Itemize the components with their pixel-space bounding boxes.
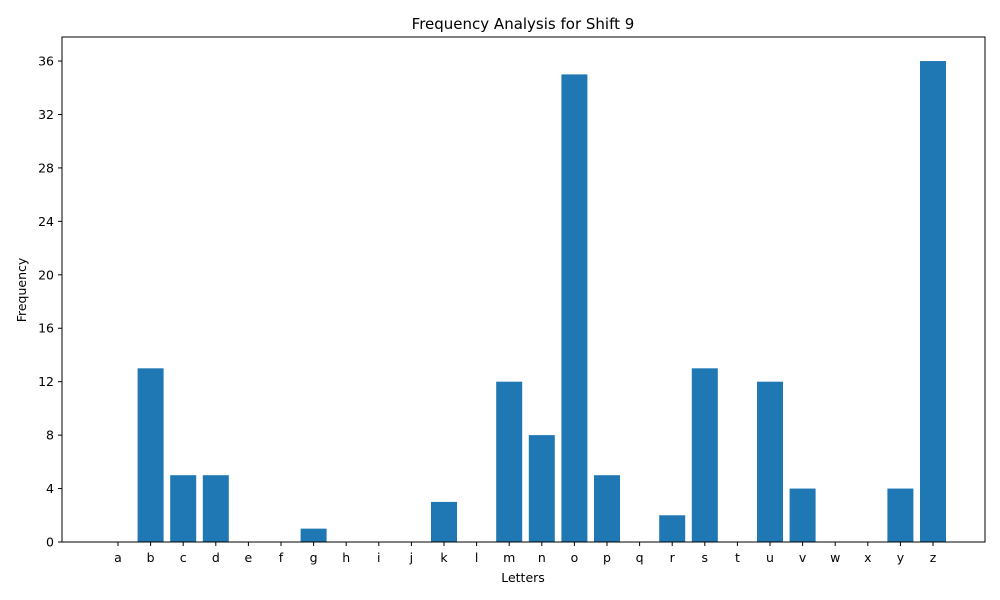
y-tick-label-32: 32 <box>38 107 54 122</box>
x-tick-label-d: d <box>212 550 220 565</box>
x-tick-label-l: l <box>475 550 478 565</box>
x-tick-label-h: h <box>342 550 350 565</box>
y-axis-label: Frequency <box>14 257 29 322</box>
bar-g <box>300 528 327 542</box>
y-tick-label-24: 24 <box>38 214 54 229</box>
bar-r <box>659 515 686 542</box>
y-tick-label-0: 0 <box>46 535 54 550</box>
x-axis-label: Letters <box>501 570 545 585</box>
bar-o <box>561 74 588 542</box>
x-tick-label-g: g <box>310 550 318 565</box>
bar-k <box>431 501 457 542</box>
x-tick-label-v: v <box>799 550 807 565</box>
y-tick-label-12: 12 <box>38 374 54 389</box>
x-tick-label-a: a <box>114 550 122 565</box>
x-tick-label-s: s <box>702 550 709 565</box>
x-axis-ticks: a b c d e f g h i j k l m n o p q r s t u v w x y z <box>114 542 937 565</box>
y-tick-label-16: 16 <box>38 321 54 336</box>
x-tick-label-k: k <box>440 550 448 565</box>
bar-u <box>757 381 783 542</box>
x-tick-label-f: f <box>279 550 284 565</box>
y-axis-ticks: 0 4 8 12 16 20 24 28 32 36 <box>38 54 62 550</box>
bar-b <box>137 368 164 542</box>
bar-v <box>789 488 816 542</box>
x-tick-label-j: j <box>409 550 413 565</box>
y-tick-label-20: 20 <box>38 267 54 282</box>
plot-frame <box>61 36 986 543</box>
x-tick-label-z: z <box>930 550 937 565</box>
x-tick-label-p: p <box>603 550 611 565</box>
bar-d <box>202 475 229 542</box>
bar-m <box>496 381 523 542</box>
x-tick-label-n: n <box>538 550 546 565</box>
bar-z <box>920 61 946 543</box>
x-tick-label-c: c <box>180 550 187 565</box>
y-tick-label-28: 28 <box>38 160 54 175</box>
bar-s <box>691 368 718 542</box>
x-tick-label-b: b <box>147 550 155 565</box>
bar-n <box>528 435 555 542</box>
y-tick-label-8: 8 <box>46 428 54 443</box>
bar-y <box>887 488 914 542</box>
x-tick-label-u: u <box>766 550 774 565</box>
x-tick-label-t: t <box>735 550 740 565</box>
x-tick-label-e: e <box>245 550 253 565</box>
y-tick-label-36: 36 <box>38 54 54 69</box>
x-tick-label-o: o <box>571 550 579 565</box>
chart-title: Frequency Analysis for Shift 9 <box>412 15 635 33</box>
y-tick-label-4: 4 <box>46 481 54 496</box>
bar-p <box>594 475 620 542</box>
x-tick-label-r: r <box>670 550 676 565</box>
x-tick-label-i: i <box>377 550 380 565</box>
x-tick-label-q: q <box>636 550 644 565</box>
x-tick-label-m: m <box>503 550 515 565</box>
x-tick-label-x: x <box>864 550 871 565</box>
bar-c <box>170 475 197 542</box>
bars-group <box>137 61 946 543</box>
x-tick-label-w: w <box>830 550 840 565</box>
x-tick-label-y: y <box>897 550 905 565</box>
